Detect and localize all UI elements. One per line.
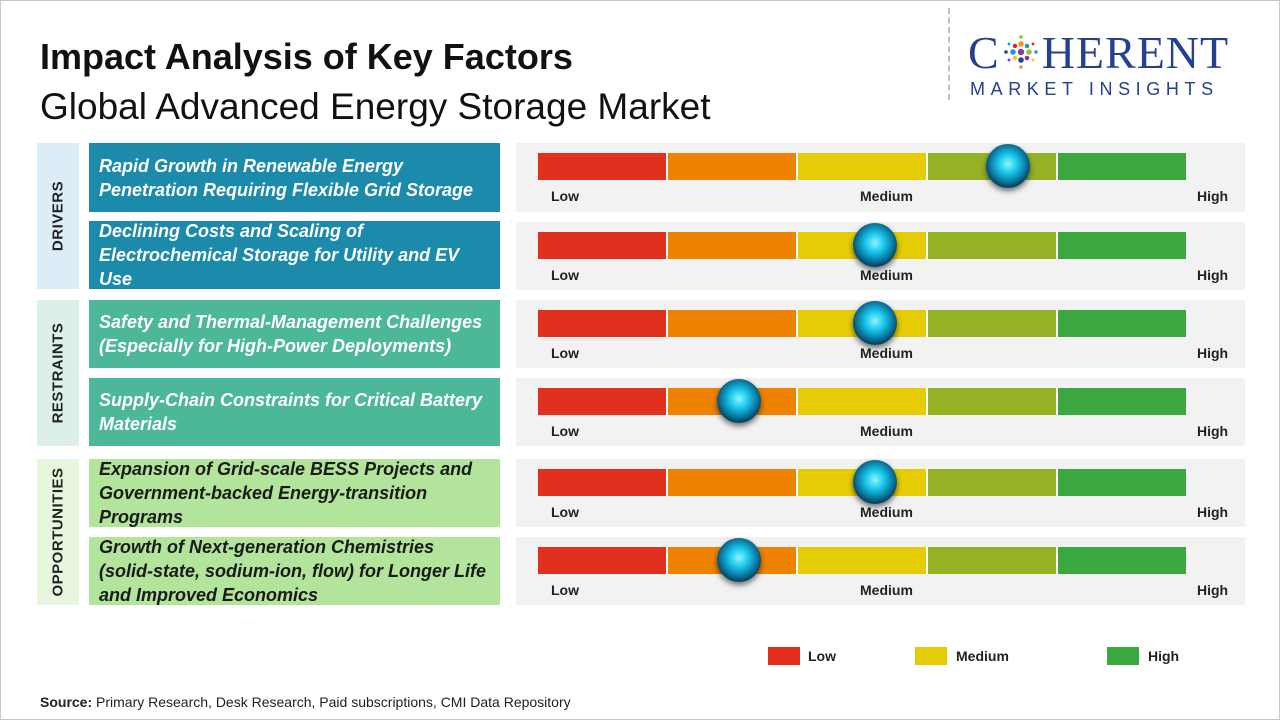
factor-box: Growth of Next-generation Chemistries (s… — [89, 537, 500, 605]
scale-medium-label: Medium — [860, 267, 913, 283]
scale-segment — [668, 153, 798, 180]
impact-scale-bar — [538, 388, 1186, 415]
company-logo: C HERENT MARKET INSIGHTS — [968, 30, 1263, 100]
scale-low-label: Low — [551, 504, 579, 520]
scale-high-label: High — [1197, 504, 1229, 520]
impact-marker-icon — [716, 379, 761, 423]
category-label: DRIVERS — [49, 180, 67, 252]
factor-text: Supply-Chain Constraints for Critical Ba… — [99, 390, 483, 434]
scale-segment — [668, 469, 798, 496]
scale-segment — [798, 547, 928, 574]
impact-scale-bar — [538, 153, 1186, 180]
scale-segment — [928, 469, 1058, 496]
scale-high-label: High — [1197, 582, 1229, 598]
factor-box: Rapid Growth in Renewable Energy Penetra… — [89, 143, 500, 212]
logo-word-suffix: HERENT — [1041, 27, 1230, 78]
category-drivers: DRIVERS — [37, 143, 79, 289]
scale-segment — [538, 232, 668, 259]
legend-label-high: High — [1148, 648, 1180, 664]
factor-text: Rapid Growth in Renewable Energy Penetra… — [99, 155, 474, 200]
impact-marker-icon — [852, 301, 897, 345]
impact-gauge: Low Medium High — [516, 378, 1245, 446]
scale-low-label: Low — [551, 582, 579, 598]
scale-low-label: Low — [551, 423, 579, 439]
scale-segment — [538, 547, 668, 574]
scale-segment — [1058, 310, 1186, 337]
scale-segment — [668, 232, 798, 259]
scale-high-label: High — [1197, 267, 1229, 283]
scale-segment — [1058, 153, 1186, 180]
legend-label-medium: Medium — [956, 648, 1009, 664]
scale-medium-label: Medium — [860, 188, 913, 204]
logo-word-prefix: C — [968, 27, 1000, 78]
source-text: Primary Research, Desk Research, Paid su… — [92, 694, 571, 710]
factor-box: Supply-Chain Constraints for Critical Ba… — [89, 378, 500, 446]
legend-swatch-medium — [915, 647, 947, 665]
impact-gauge: Low Medium High — [516, 459, 1245, 527]
impact-scale-bar — [538, 469, 1186, 496]
scale-segment — [538, 469, 668, 496]
source-note: Source: Primary Research, Desk Research,… — [40, 694, 571, 710]
factor-text: Growth of Next-generation Chemistries (s… — [99, 537, 486, 605]
category-label: RESTRAINTS — [49, 322, 67, 424]
impact-marker-icon — [852, 223, 897, 267]
legend-swatch-low — [768, 647, 800, 665]
scale-segment — [668, 310, 798, 337]
scale-segment — [1058, 469, 1186, 496]
factor-text: Safety and Thermal-Management Challenges… — [99, 312, 483, 356]
scale-high-label: High — [1197, 345, 1229, 361]
scale-segment — [1058, 232, 1186, 259]
impact-gauge: Low Medium High — [516, 300, 1245, 368]
impact-gauge: Low Medium High — [516, 143, 1245, 212]
scale-high-label: High — [1197, 188, 1229, 204]
scale-medium-label: Medium — [860, 423, 913, 439]
scale-segment — [538, 388, 668, 415]
logo-wordmark: C HERENT — [968, 30, 1229, 76]
scale-segment — [538, 153, 668, 180]
scale-low-label: Low — [551, 267, 579, 283]
scale-segment — [798, 153, 928, 180]
factor-box: Expansion of Grid-scale BESS Projects an… — [89, 459, 500, 527]
impact-marker-icon — [852, 460, 897, 504]
scale-segment — [1058, 547, 1186, 574]
page-title: Impact Analysis of Key Factors — [40, 36, 573, 77]
scale-segment — [928, 232, 1058, 259]
factor-text: Expansion of Grid-scale BESS Projects an… — [99, 459, 473, 527]
impact-gauge: Low Medium High — [516, 222, 1245, 290]
scale-low-label: Low — [551, 188, 579, 204]
category-opportunities: OPPORTUNITIES — [37, 459, 79, 605]
scale-segment — [798, 388, 928, 415]
logo-tagline: MARKET INSIGHTS — [970, 79, 1219, 99]
impact-marker-icon — [985, 144, 1030, 188]
scale-low-label: Low — [551, 345, 579, 361]
legend-swatch-high — [1107, 647, 1139, 665]
legend-label-low: Low — [808, 648, 836, 664]
logo-globe-icon — [1001, 34, 1041, 70]
page-subtitle: Global Advanced Energy Storage Market — [40, 86, 711, 127]
scale-medium-label: Medium — [860, 345, 913, 361]
factor-box: Safety and Thermal-Management Challenges… — [89, 300, 500, 368]
scale-segment — [928, 547, 1058, 574]
source-label: Source: — [40, 694, 93, 710]
impact-marker-icon — [716, 538, 761, 582]
scale-medium-label: Medium — [860, 582, 913, 598]
impact-gauge: Low Medium High — [516, 537, 1245, 605]
category-restraints: RESTRAINTS — [37, 300, 79, 446]
logo-divider — [948, 8, 950, 100]
scale-medium-label: Medium — [860, 504, 913, 520]
scale-high-label: High — [1197, 423, 1229, 439]
impact-scale-bar — [538, 547, 1186, 574]
factor-box: Declining Costs and Scaling of Electroch… — [89, 221, 500, 289]
category-label: OPPORTUNITIES — [49, 467, 67, 597]
scale-segment — [1058, 388, 1186, 415]
factor-text: Declining Costs and Scaling of Electroch… — [99, 221, 460, 289]
scale-segment — [928, 388, 1058, 415]
scale-segment — [928, 310, 1058, 337]
scale-segment — [538, 310, 668, 337]
